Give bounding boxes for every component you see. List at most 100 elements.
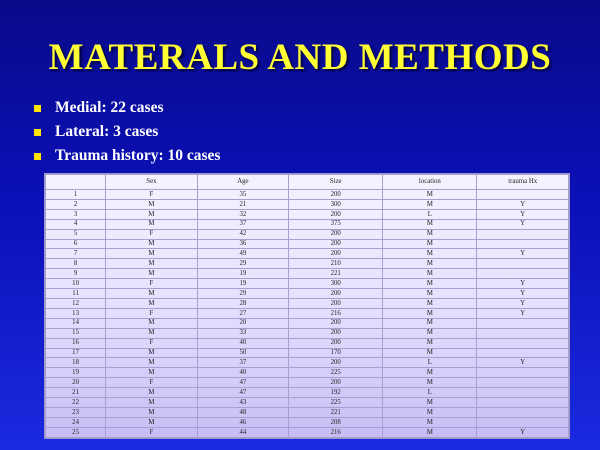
cell-index: 21 (44, 387, 107, 399)
header-cell-sex: Sex (105, 174, 198, 190)
bullet-list: Medial: 22 cases Lateral: 3 cases Trauma… (34, 96, 220, 168)
header-cell-index (44, 174, 107, 190)
cell-trauma (476, 416, 569, 428)
cell-sex: F (105, 278, 198, 290)
cell-age: 46 (196, 416, 290, 428)
cell-size: 200 (288, 357, 384, 369)
table-row: 6 M 36 200 M (44, 238, 569, 250)
table-row: 17 M 50 170 M (44, 347, 569, 359)
cell-trauma: Y (476, 278, 569, 290)
cell-age: 47 (196, 387, 290, 399)
cell-size: 225 (288, 397, 384, 408)
cell-trauma (476, 327, 569, 339)
cell-size: 200 (288, 238, 384, 250)
cell-sex: M (105, 397, 198, 408)
cell-trauma: Y (476, 357, 569, 369)
cell-trauma (476, 258, 569, 270)
cell-sex: M (105, 387, 198, 399)
cell-location: M (382, 317, 478, 329)
cell-size: 200 (288, 189, 384, 200)
cell-size: 225 (288, 367, 384, 379)
cell-index: 3 (44, 208, 107, 220)
cell-index: 24 (44, 416, 107, 428)
cell-age: 32 (196, 208, 290, 220)
cell-index: 11 (44, 288, 107, 299)
table-row: 10 F 19 300 M Y (44, 278, 569, 290)
header-cell-trauma: trauma Hx (476, 174, 569, 190)
bullet-text: Trauma history: 10 cases (55, 147, 221, 164)
cell-location: L (382, 387, 478, 399)
cases-table: Sex Age Size location trauma Hx 1 F 35 200 M… (44, 174, 569, 439)
cell-size: 221 (288, 406, 384, 418)
cell-size: 221 (288, 268, 384, 280)
cell-age: 37 (196, 357, 290, 369)
table-row: 12 M 28 200 M Y (44, 297, 569, 309)
bullet-item: Lateral: 3 cases (34, 120, 220, 144)
cell-trauma: Y (476, 426, 569, 439)
cell-age: 35 (196, 189, 290, 200)
cell-index: 8 (44, 258, 107, 270)
table-row: 20 F 47 200 M (44, 377, 569, 389)
cell-age: 20 (196, 317, 290, 329)
cell-age: 40 (196, 367, 290, 379)
table-row: 5 F 42 200 M (44, 228, 569, 240)
cell-trauma: Y (476, 288, 569, 299)
cell-trauma: Y (476, 297, 569, 309)
cell-sex: M (105, 198, 198, 210)
cell-age: 29 (196, 288, 290, 299)
square-bullet-icon (34, 128, 41, 136)
cell-age: 28 (196, 297, 290, 309)
cell-age: 29 (196, 258, 290, 270)
cell-location: M (382, 367, 478, 379)
table-row: 9 M 19 221 M (44, 268, 569, 280)
cell-age: 50 (196, 347, 290, 359)
table-body: 1 F 35 200 M 2 M 21 300 M Y 3 M 32 200 L Y 4 M 37 375 M Y 5 F 42 2… (44, 189, 569, 439)
cell-index: 15 (44, 327, 107, 339)
cell-size: 200 (288, 337, 384, 349)
cell-size: 300 (288, 278, 384, 290)
cell-location: L (382, 208, 478, 220)
cell-trauma: Y (476, 198, 569, 210)
cell-sex: F (105, 307, 198, 319)
cell-index: 19 (44, 367, 107, 379)
cell-trauma (476, 189, 569, 200)
cell-location: M (382, 426, 478, 439)
cell-location: M (382, 258, 478, 270)
cell-index: 9 (44, 268, 107, 280)
cell-location: M (382, 347, 478, 359)
table-row: 15 M 33 200 M (44, 327, 569, 339)
cell-sex: F (105, 337, 198, 349)
header-cell-location: location (382, 174, 478, 190)
cell-trauma: Y (476, 218, 569, 230)
cell-sex: F (105, 426, 198, 439)
cell-location: M (382, 248, 478, 260)
cell-location: M (382, 327, 478, 339)
cell-age: 47 (196, 377, 290, 389)
cell-location: M (382, 397, 478, 408)
cell-age: 36 (196, 238, 290, 250)
table-row: 7 M 49 200 M Y (44, 248, 569, 260)
cell-location: M (382, 307, 478, 319)
cell-size: 200 (288, 297, 384, 309)
cell-sex: M (105, 367, 198, 379)
table-row: 23 M 48 221 M (44, 406, 569, 418)
cell-sex: M (105, 288, 198, 299)
cell-sex: F (105, 377, 198, 389)
cell-index: 5 (44, 228, 107, 240)
cell-sex: M (105, 208, 198, 220)
table-row: 16 F 40 200 M (44, 337, 569, 349)
slide-title: MATERALS AND METHODS (48, 37, 552, 78)
cell-trauma (476, 387, 569, 399)
cell-location: L (382, 357, 478, 369)
table-row: 8 M 29 210 M (44, 258, 569, 270)
cell-sex: M (105, 357, 198, 369)
table-row: 22 M 43 225 M (44, 397, 569, 408)
cell-sex: M (105, 258, 198, 270)
cell-index: 14 (44, 317, 107, 329)
cell-size: 300 (288, 198, 384, 210)
cell-age: 42 (196, 228, 290, 240)
table-row: 24 M 46 208 M (44, 416, 569, 428)
cell-sex: M (105, 268, 198, 280)
cell-size: 208 (288, 416, 384, 428)
cell-age: 37 (196, 218, 290, 230)
